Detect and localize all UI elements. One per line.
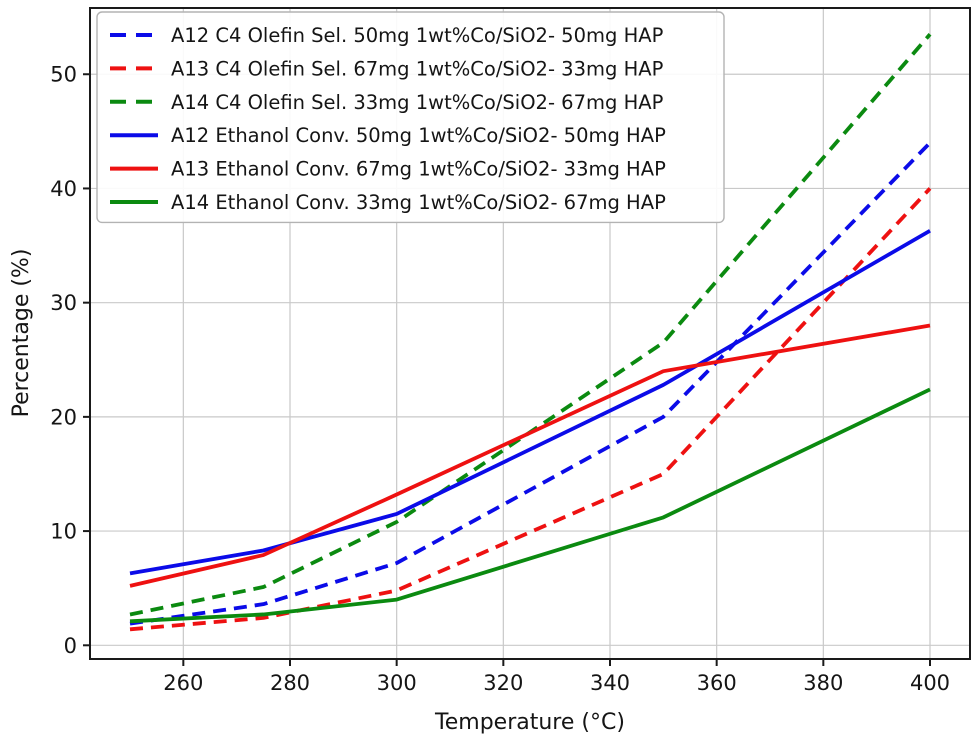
y-tick-label-20: 20 xyxy=(50,405,77,429)
series-line-4 xyxy=(129,323,931,588)
x-tick-label-320: 320 xyxy=(483,671,523,695)
x-tick-label-380: 380 xyxy=(803,671,843,695)
x-tick-label-340: 340 xyxy=(590,671,630,695)
legend-label-4: A13 Ethanol Conv. 67mg 1wt%Co/SiO2- 33mg… xyxy=(171,158,666,181)
series-line-0 xyxy=(129,141,932,626)
series-line-5 xyxy=(129,387,931,624)
legend-label-1: A13 C4 Olefin Sel. 67mg 1wt%Co/SiO2- 33m… xyxy=(171,57,664,80)
series-line-2 xyxy=(129,33,932,617)
legend-label-0: A12 C4 Olefin Sel. 50mg 1wt%Co/SiO2- 50m… xyxy=(171,24,664,47)
series-layer xyxy=(129,33,932,632)
x-tick-label-360: 360 xyxy=(697,671,737,695)
x-axis-label: Temperature (°C) xyxy=(434,710,625,735)
series-line-3 xyxy=(129,229,931,576)
series-line-1 xyxy=(129,187,932,632)
y-axis-label: Percentage (%) xyxy=(9,249,34,418)
y-tick-label-10: 10 xyxy=(50,520,77,544)
y-tick-label-40: 40 xyxy=(50,177,77,201)
y-tick-label-30: 30 xyxy=(50,291,77,315)
tick-layer: 260 280 300 320 340 360 380 400 0 10 20 30 40 50 xyxy=(50,63,950,695)
legend-box xyxy=(96,11,725,224)
axes-layer xyxy=(89,7,971,660)
x-tick-label-280: 280 xyxy=(270,671,310,695)
y-tick-label-0: 0 xyxy=(64,634,77,658)
plot-border xyxy=(89,7,971,660)
x-tick-label-300: 300 xyxy=(377,671,417,695)
x-tick-label-400: 400 xyxy=(910,671,950,695)
legend-label-3: A12 Ethanol Conv. 50mg 1wt%Co/SiO2- 50mg… xyxy=(171,124,666,147)
legend-label-2: A14 C4 Olefin Sel. 33mg 1wt%Co/SiO2- 67m… xyxy=(171,91,664,114)
legend-label-5: A14 Ethanol Conv. 33mg 1wt%Co/SiO2- 67mg… xyxy=(171,191,666,214)
x-tick-label-260: 260 xyxy=(163,671,203,695)
legend-layer: A12 C4 Olefin Sel. 50mg 1wt%Co/SiO2- 50m… xyxy=(96,11,725,224)
y-tick-label-50: 50 xyxy=(50,63,77,87)
